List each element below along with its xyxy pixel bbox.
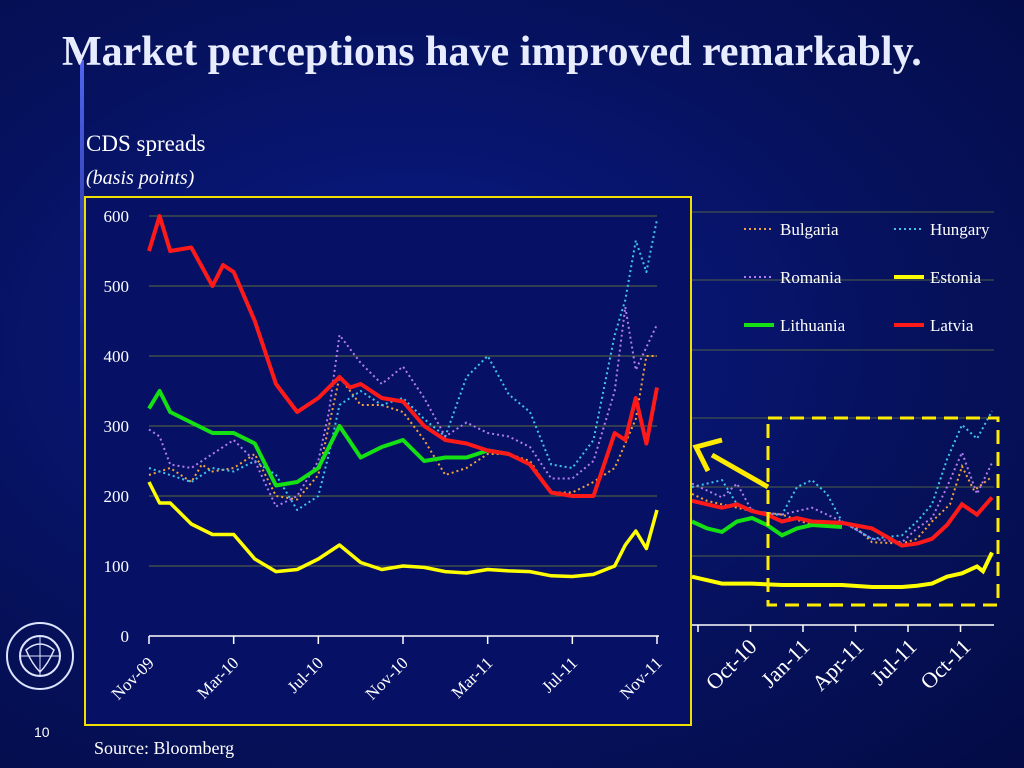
chart-subtitle: (basis points)	[86, 167, 195, 189]
background-x-tick-label: Oct-10	[701, 634, 762, 695]
background-x-tick-label: Apr-11	[807, 634, 869, 696]
inset-x-axis: Nov-09 Mar-10 Jul-10 Nov-10 Mar-11 Jul-11 Nov-…	[108, 635, 666, 704]
inset-border	[84, 196, 692, 726]
background-x-tick-label: Oct-11	[915, 634, 975, 694]
inset-x-tick-label: Mar-11	[448, 653, 497, 702]
background-series-latvia	[691, 496, 994, 548]
inset-y-tick-label: 200	[104, 487, 130, 506]
zoom-arrow	[692, 437, 770, 490]
legend-label-romania: Romania	[780, 268, 842, 287]
inset-x-tick-label: Nov-10	[362, 653, 412, 703]
legend-label-estonia: Estonia	[930, 268, 981, 287]
legend-label-bulgaria: Bulgaria	[780, 220, 839, 239]
series-line-hungary	[148, 219, 658, 511]
slide-title: Market perceptions have improved remarka…	[62, 29, 922, 75]
inset-y-tick-label: 0	[121, 627, 130, 646]
series-line-lithuania	[147, 389, 510, 488]
inset-x-tick-label: Mar-10	[193, 653, 242, 702]
chart-title: CDS spreads	[86, 131, 206, 156]
legend-label-lithuania: Lithuania	[780, 316, 846, 335]
imf-seal-logo	[4, 620, 76, 697]
inset-y-tick-label: 500	[104, 277, 130, 296]
series-line-estonia	[147, 481, 659, 579]
inset-y-tick-label: 600	[104, 207, 130, 226]
background-series-romania	[691, 449, 993, 544]
inset-x-tick-label: Nov-11	[616, 653, 666, 703]
inset-gridlines	[149, 215, 657, 637]
inset-y-tick-label: 100	[104, 557, 130, 576]
legend-label-hungary: Hungary	[930, 220, 990, 239]
background-series	[691, 410, 994, 589]
inset-y-tick-label: 300	[104, 417, 130, 436]
inset-series	[147, 214, 659, 579]
series-line-romania	[148, 306, 658, 508]
background-series-estonia	[691, 551, 994, 589]
background-x-tick-label: Jan-11	[756, 634, 815, 693]
decorative-accent-bar	[80, 60, 84, 440]
source-note: Source: Bloomberg	[94, 738, 235, 758]
legend-label-latvia: Latvia	[930, 316, 974, 335]
series-line-latvia	[147, 214, 659, 498]
inset-x-tick-label: Jul-11	[538, 653, 581, 696]
inset-y-axis: 0 100 200 300 400 500 600	[104, 207, 130, 646]
inset-x-tick-label: Jul-10	[284, 653, 327, 696]
background-series-lithuania	[691, 515, 843, 538]
inset-y-tick-label: 400	[104, 347, 130, 366]
inset-x-tick-label: Nov-09	[108, 653, 158, 703]
background-gridlines	[692, 211, 994, 557]
highlight-box	[766, 416, 1000, 607]
legend: Bulgaria Hungary Romania Estonia Lithuania La…	[744, 220, 990, 335]
background-x-tick-label: Jul-11	[866, 634, 922, 690]
series-line-bulgaria	[148, 355, 657, 501]
page-number: 10	[34, 724, 50, 740]
